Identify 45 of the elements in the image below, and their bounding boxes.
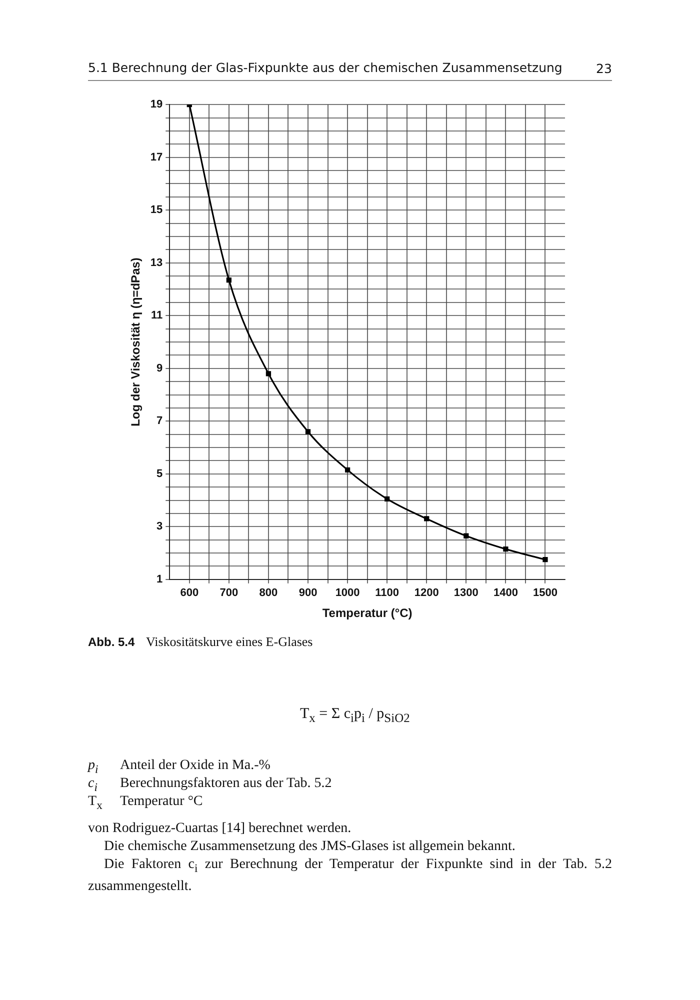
y-tick-label: 17	[150, 151, 163, 164]
text: Viskositätskurve eines E-Glases	[146, 633, 313, 651]
x-axis-title: Temperatur (°C)	[322, 606, 412, 620]
text: T$_{x}$	[88, 793, 102, 814]
text: Anteil der Oxide in Ma.-%	[120, 757, 270, 775]
point	[464, 533, 469, 538]
point	[503, 546, 508, 552]
text: Die Faktoren c$_{i}$ zur Berechnung der Temperatur der Fixpunkte sind in der Tab. 5.2 zusammengestellt.	[88, 856, 612, 896]
y-tick-label: 19	[150, 98, 163, 111]
y-axis-title: Log der Viskosität η (η=dPas)	[128, 258, 143, 426]
y-tick-label: 1	[156, 573, 163, 586]
text: Die chemische Zusammensetzung des JMS-Glases ist allgemein bekannt.	[104, 838, 516, 856]
text: c$_{i}$	[88, 776, 98, 794]
y-tick-label: 3	[156, 520, 163, 533]
point	[344, 467, 350, 472]
y-tick-label: 11	[150, 310, 163, 322]
x-tick-label: 1300	[454, 587, 478, 600]
x-tick-label: 900	[298, 587, 318, 600]
x-tick-label: 1200	[414, 587, 439, 600]
text: Berechnungsfaktoren aus der Tab. 5.2	[120, 775, 332, 793]
caption: Abb. 5.4	[88, 634, 135, 651]
x-tick-label: 1500	[532, 587, 558, 600]
text: p$_{i}$	[88, 758, 98, 776]
x-tick-label: 1000	[335, 587, 360, 600]
text: Temperatur °C	[120, 793, 203, 811]
x-tick-label: 700	[220, 587, 238, 600]
text: 23	[596, 60, 612, 78]
point	[542, 557, 548, 562]
x-tick-label: 800	[259, 587, 278, 600]
y-tick-label: 7	[156, 415, 163, 428]
point	[226, 277, 232, 283]
point	[384, 496, 390, 502]
x-tick-label: 1400	[493, 587, 518, 600]
y-tick-label: 13	[150, 256, 163, 269]
x-tick-label: 1100	[375, 587, 400, 600]
point	[305, 429, 311, 434]
y-tick-label: 9	[156, 362, 163, 374]
text: von Rodriguez-Cuartas [14] berechnet werden.	[88, 820, 352, 838]
point	[424, 516, 430, 522]
y-tick-label: 5	[156, 468, 163, 480]
text: T$_{x}$ = Σ c$_{i}$p$_{i}$ / p$_{SiO2}$	[300, 705, 410, 727]
x-tick-label: 600	[180, 587, 199, 600]
point	[266, 371, 272, 376]
chart-title: 5.1 Berechnung der Glas-Fixpunkte aus der chemischen Zusammensetzung	[88, 60, 562, 75]
y-tick-label: 15	[150, 204, 163, 216]
